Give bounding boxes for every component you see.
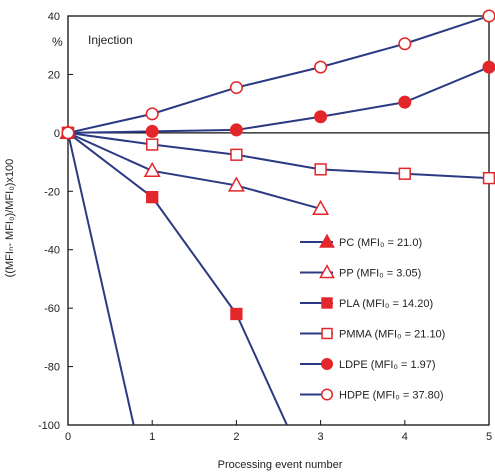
data-point: [145, 107, 159, 121]
data-point: [398, 37, 412, 51]
x-axis-title: Processing event number: [218, 459, 343, 471]
y-unit-label: %: [52, 35, 63, 49]
x-tick-label: 4: [402, 431, 408, 443]
legend-marker: [321, 297, 333, 309]
legend-label: PLA (MFI₀ = 14.20): [339, 298, 433, 310]
data-point: [398, 167, 411, 180]
data-point: [482, 60, 495, 74]
data-point: [227, 176, 245, 192]
legend: PC (MFI₀ = 21.0) PP (MFI₀ = 3.05) PLA (MFI…: [300, 233, 445, 402]
data-point: [229, 123, 243, 137]
data-point: [230, 148, 243, 161]
data-point: [230, 307, 243, 321]
series-line: [68, 131, 321, 210]
data-point: [482, 9, 495, 23]
legend-entry-3: PMMA (MFI₀ = 21.10): [300, 327, 445, 341]
x-tick-label: 5: [486, 431, 492, 443]
legend-entry-0: PC (MFI₀ = 21.0): [300, 233, 422, 249]
legend-entry-4: LDPE (MFI₀ = 1.97): [300, 357, 436, 371]
series-2: [61, 126, 288, 425]
x-tick-label: 1: [149, 431, 155, 443]
legend-label: PC (MFI₀ = 21.0): [339, 237, 422, 249]
series-line: [68, 66, 489, 134]
series-5: [61, 9, 495, 140]
data-point: [146, 190, 159, 204]
series-1: [59, 123, 330, 215]
data-point: [229, 81, 243, 95]
y-tick-label: -100: [38, 420, 60, 432]
series-4: [61, 60, 495, 140]
data-point: [146, 138, 159, 151]
y-tick-label: -40: [44, 245, 60, 257]
series-3: [61, 126, 495, 185]
y-tick-label: -80: [44, 362, 60, 374]
x-tick-label: 2: [233, 431, 239, 443]
y-tick-label: -20: [44, 186, 60, 198]
legend-marker: [320, 357, 334, 371]
y-tick-label: 0: [54, 128, 60, 140]
legend-entry-5: HDPE (MFI₀ = 37.80): [300, 388, 444, 402]
legend-entry-2: PLA (MFI₀ = 14.20): [300, 297, 433, 310]
data-point: [61, 126, 75, 140]
legend-marker: [320, 388, 334, 401]
series-group: [59, 9, 495, 425]
legend-label: PP (MFI₀ = 3.05): [339, 268, 421, 280]
data-point: [314, 60, 328, 74]
y-tick-label: 20: [48, 69, 60, 81]
legend-marker: [319, 264, 335, 279]
y-tick-label: 40: [48, 11, 60, 23]
legend-label: LDPE (MFI₀ = 1.97): [339, 359, 436, 371]
data-point: [145, 124, 159, 138]
data-point: [314, 163, 327, 176]
y-axis-title: ((MFIₙ- MFI₀)/MFI₀)x100: [4, 159, 16, 278]
legend-label: HDPE (MFI₀ = 37.80): [339, 390, 444, 402]
plot-frame: [67, 15, 490, 426]
series-line: [68, 131, 489, 180]
data-point: [143, 161, 161, 177]
y-tick-label: -60: [44, 303, 60, 315]
series-line: [68, 16, 489, 134]
series-0: [59, 123, 135, 425]
series-line: [68, 132, 135, 425]
x-tick-label: 3: [318, 431, 324, 443]
chart-annotation: Injection: [88, 33, 133, 47]
legend-label: PMMA (MFI₀ = 21.10): [339, 329, 445, 341]
data-point: [314, 110, 328, 124]
tick-labels: 40 20 0 -20 -40 -60 -80 -100 0 1 2 3 4 5: [38, 11, 492, 443]
legend-marker: [321, 327, 333, 340]
legend-marker: [319, 233, 335, 248]
x-tick-label: 0: [65, 431, 71, 443]
legend-entry-1: PP (MFI₀ = 3.05): [300, 264, 421, 280]
series-line: [68, 132, 288, 425]
data-point: [398, 95, 412, 109]
data-point: [312, 199, 330, 215]
data-point: [482, 171, 495, 185]
